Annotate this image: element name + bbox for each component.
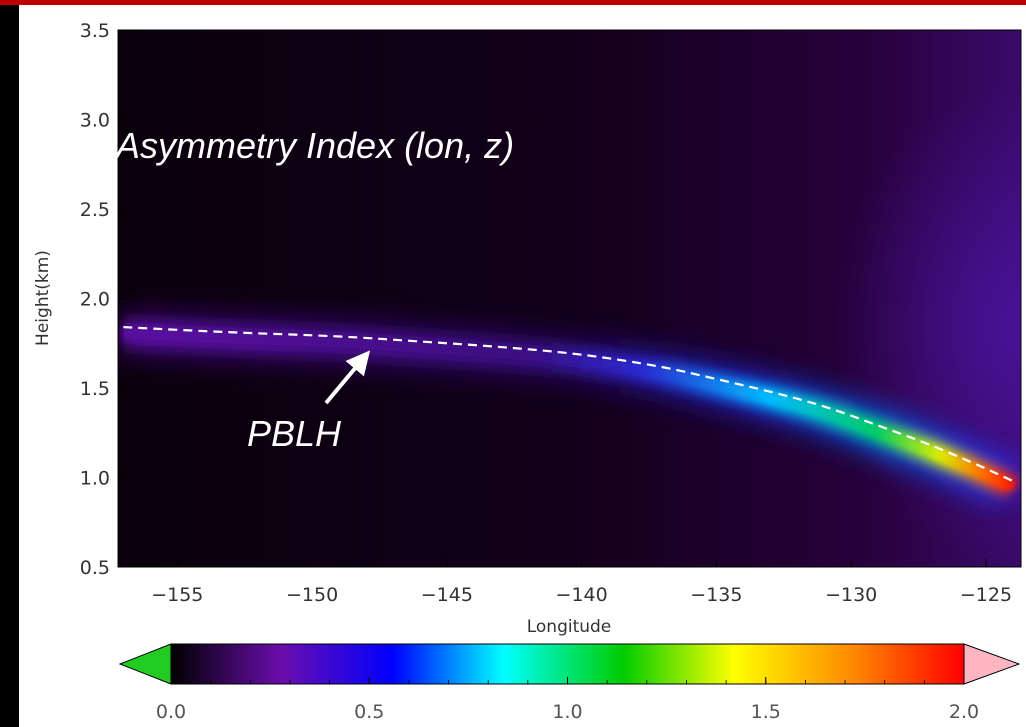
y-tick-label: 2.5 (80, 199, 110, 221)
left-frame-strip (0, 0, 19, 727)
x-tick-label: −125 (960, 584, 1012, 606)
pblh-annotation-label: PBLH (247, 413, 342, 454)
y-tick-label: 2.0 (80, 289, 110, 311)
x-axis: −155 −150 −145 −140 −135 −130 −125 (151, 559, 1012, 606)
colorbar: 0.0 0.5 1.0 1.5 2.0 (118, 643, 1021, 723)
colorbar-over-arrow (963, 643, 1021, 685)
heatmap-band-core (123, 328, 1017, 492)
x-tick-label: −135 (690, 584, 742, 606)
x-tick-label: −155 (151, 584, 203, 606)
x-axis-title: Longitude (527, 617, 612, 637)
y-axis: 0.5 1.0 1.5 2.0 2.5 3.0 3.5 (80, 20, 126, 579)
x-tick-label: −145 (421, 584, 473, 606)
colorbar-tick-label: 1.0 (552, 701, 582, 723)
colorbar-ticks: 0.0 0.5 1.0 1.5 2.0 (156, 677, 979, 723)
heatmap-right-glow (600, 30, 1021, 567)
x-tick-label: −130 (825, 584, 877, 606)
heatmap-plot-area (117, 29, 1022, 568)
y-axis-title: Height(km) (33, 250, 53, 346)
y-tick-label: 1.5 (80, 378, 110, 400)
colorbar-under-arrow (118, 643, 172, 685)
y-tick-label: 1.0 (80, 468, 110, 490)
colorbar-tick-label: 2.0 (949, 701, 979, 723)
pblh-annotation-arrow (324, 350, 371, 405)
colorbar-tick-label: 0.0 (156, 701, 186, 723)
heatmap-field (122, 30, 1021, 567)
colorbar-tick-label: 0.5 (354, 701, 384, 723)
x-tick-label: −140 (556, 584, 608, 606)
y-tick-label: 3.0 (80, 110, 110, 132)
chart-title: Asymmetry Index (lon, z) (114, 125, 514, 166)
y-tick-label: 0.5 (80, 557, 110, 579)
y-tick-label: 3.5 (80, 20, 110, 42)
colorbar-tick-label: 1.5 (751, 701, 781, 723)
x-tick-label: −150 (286, 584, 338, 606)
top-frame-strip (0, 0, 1026, 5)
